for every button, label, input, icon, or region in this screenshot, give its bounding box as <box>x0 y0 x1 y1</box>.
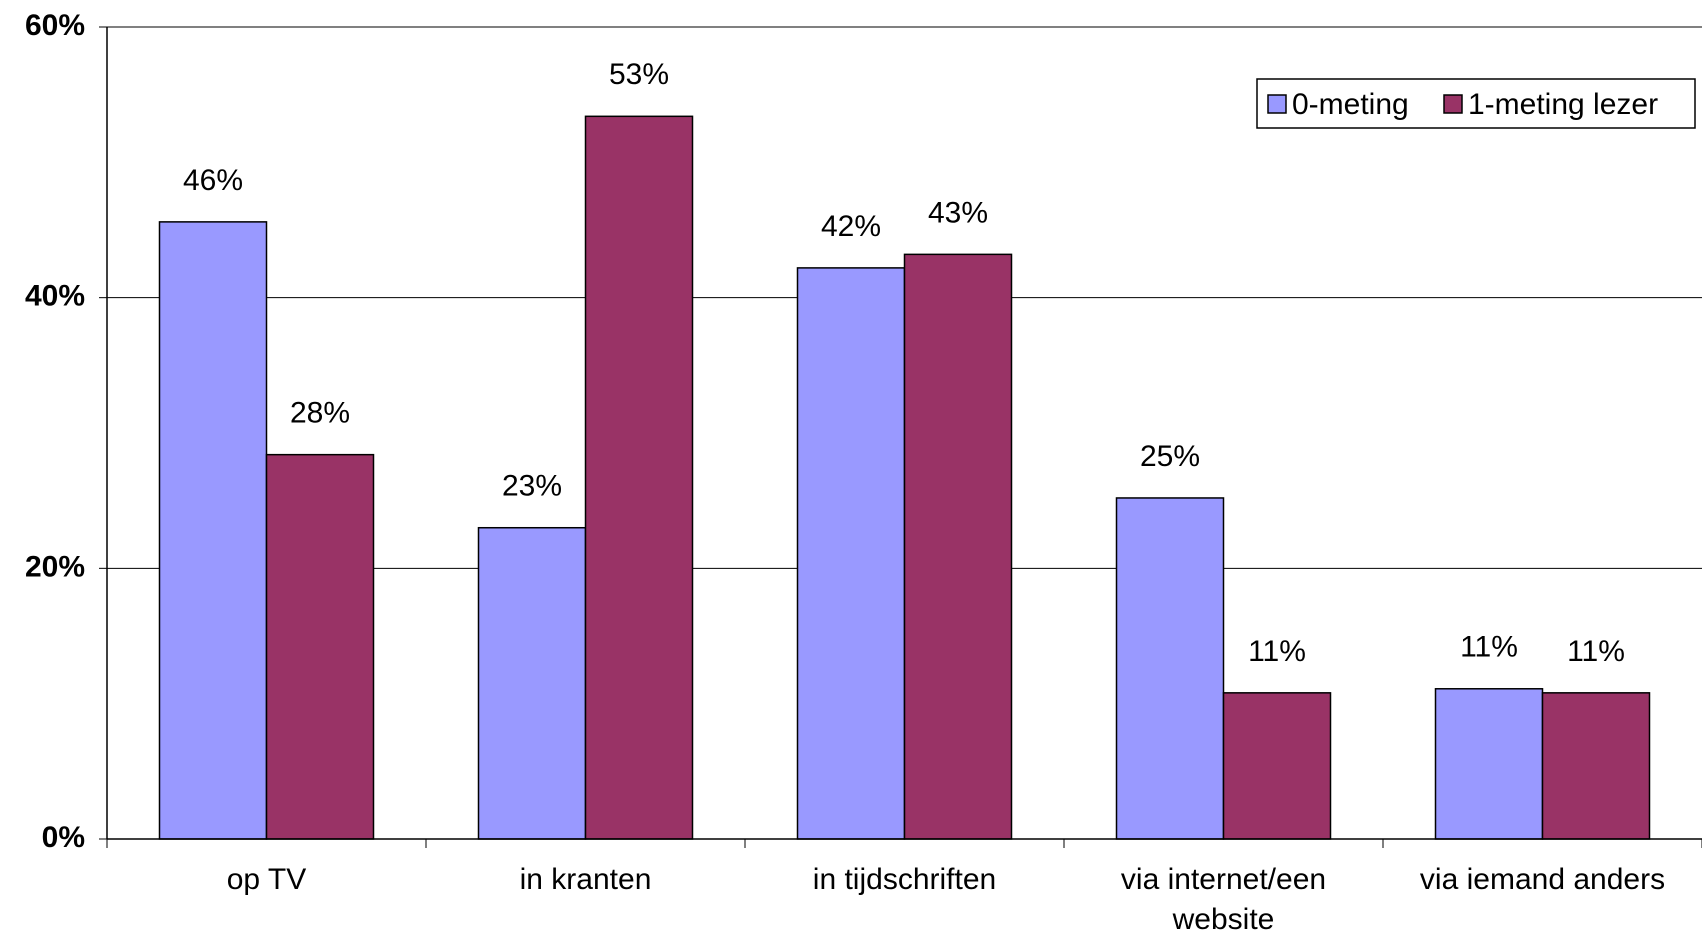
bar <box>477 526 587 840</box>
y-tick-label: 60% <box>25 9 85 42</box>
bar <box>796 267 906 840</box>
x-tick-label: via iemand anders <box>1419 863 1666 896</box>
bar <box>903 253 1013 840</box>
data-label: 42% <box>821 210 881 243</box>
bar <box>265 453 375 840</box>
bar <box>1434 688 1544 840</box>
legend-label: 1-meting lezer <box>1468 88 1658 121</box>
legend-label: 0-meting <box>1292 88 1409 121</box>
x-tick-label: in kranten <box>519 863 652 896</box>
y-tick-label: 20% <box>25 550 85 583</box>
data-label: 11% <box>1460 631 1518 664</box>
legend-swatch <box>1267 94 1287 114</box>
x-tick-label: via internet/een website <box>1120 863 1327 936</box>
data-label: 23% <box>502 470 562 503</box>
y-tick-label: 0% <box>42 821 85 854</box>
data-label: 43% <box>928 196 988 229</box>
x-tick-label: op TV <box>226 863 307 896</box>
x-tick-label: in tijdschriften <box>812 863 997 896</box>
legend <box>1256 78 1696 129</box>
bar <box>158 221 268 840</box>
bar <box>1541 692 1651 840</box>
data-label: 53% <box>609 58 669 91</box>
data-label: 28% <box>290 397 350 430</box>
bar <box>584 115 694 840</box>
bar <box>1115 497 1225 840</box>
bar <box>1222 692 1332 840</box>
y-tick-label: 40% <box>25 280 85 313</box>
legend-swatch <box>1443 94 1463 114</box>
data-label: 11% <box>1567 635 1625 668</box>
data-label: 25% <box>1140 440 1200 473</box>
data-label: 46% <box>183 164 243 197</box>
data-label: 11% <box>1248 635 1306 668</box>
